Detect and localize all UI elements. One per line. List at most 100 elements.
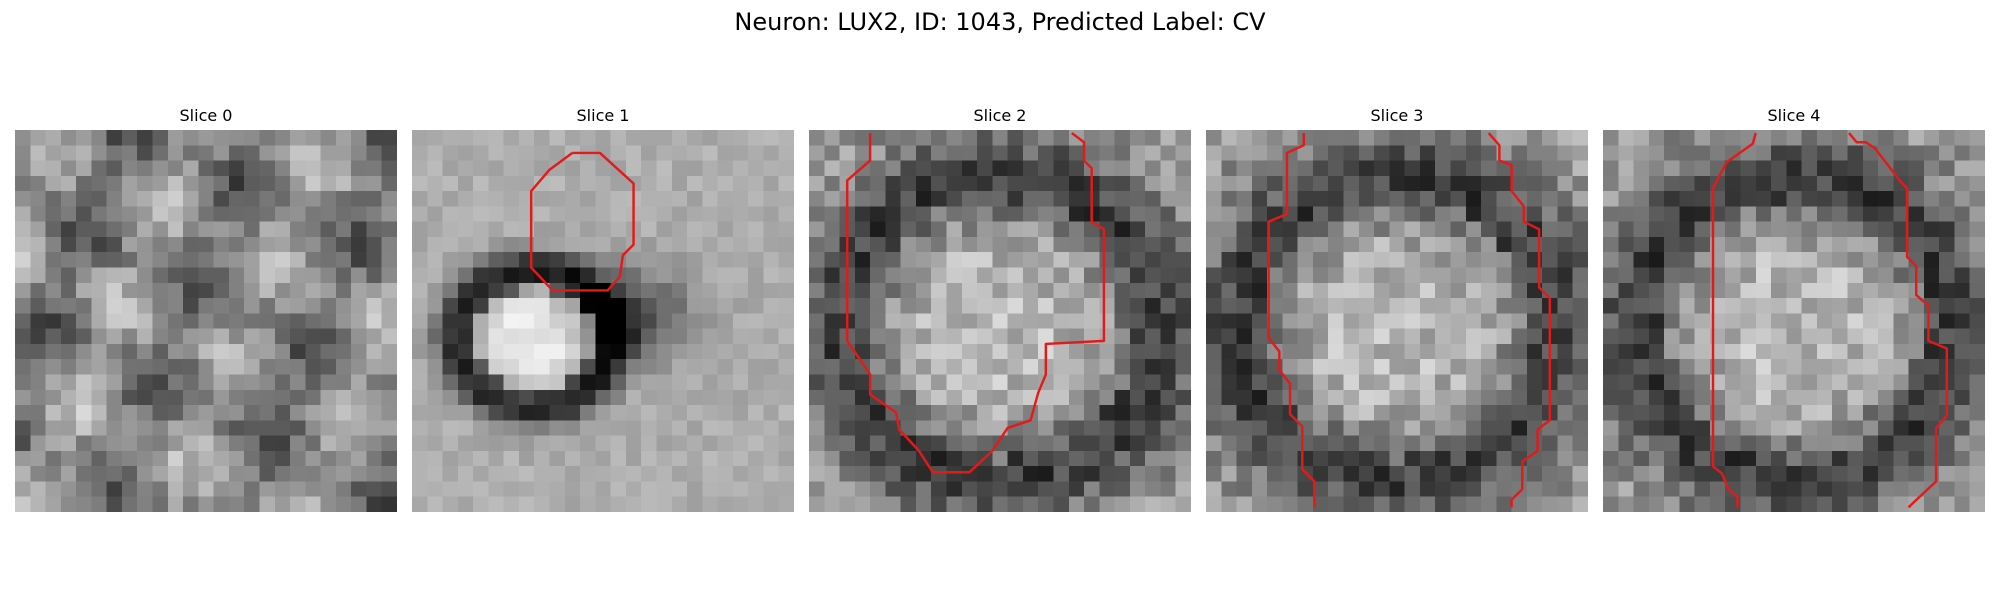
image-pixel <box>534 481 550 498</box>
image-pixel <box>580 267 596 284</box>
image-pixel <box>1022 420 1039 436</box>
image-pixel <box>1481 130 1497 146</box>
image-pixel <box>91 405 107 421</box>
image-pixel <box>488 236 504 253</box>
image-pixel <box>1847 374 1864 391</box>
image-pixel <box>687 420 703 436</box>
image-pixel <box>732 145 749 161</box>
image-pixel <box>30 175 46 192</box>
image-pixel <box>274 466 291 482</box>
image-pixel <box>946 206 963 222</box>
image-pixel <box>45 466 62 482</box>
image-pixel <box>1099 298 1115 314</box>
image-pixel <box>748 435 764 452</box>
image-pixel <box>1939 450 1955 467</box>
image-pixel <box>900 252 917 268</box>
image-pixel <box>915 496 932 512</box>
image-pixel <box>1160 389 1177 406</box>
image-pixel <box>1969 450 1985 467</box>
image-pixel <box>931 298 947 314</box>
image-pixel <box>1862 282 1879 299</box>
image-pixel <box>1542 496 1558 512</box>
image-pixel <box>91 328 107 345</box>
image-pixel <box>1022 175 1039 192</box>
image-pixel <box>1022 374 1039 391</box>
slice-image-1 <box>412 130 794 512</box>
image-pixel <box>137 130 153 146</box>
image-pixel <box>961 405 978 421</box>
image-pixel <box>442 221 459 238</box>
image-pixel <box>961 282 978 299</box>
image-pixel <box>1801 252 1818 268</box>
image-pixel <box>748 496 764 512</box>
image-pixel <box>1160 374 1177 391</box>
image-pixel <box>1572 313 1588 329</box>
image-pixel <box>1404 206 1421 222</box>
image-pixel <box>1465 481 1482 498</box>
image-pixel <box>1709 466 1726 482</box>
image-pixel <box>580 450 596 467</box>
image-pixel <box>1221 145 1237 161</box>
image-pixel <box>1603 298 1619 314</box>
image-pixel <box>915 481 932 498</box>
image-pixel <box>580 313 596 329</box>
image-pixel <box>1389 145 1405 161</box>
image-pixel <box>412 450 428 467</box>
image-pixel <box>1251 160 1268 177</box>
image-pixel <box>1282 435 1298 452</box>
image-pixel <box>580 252 596 268</box>
image-pixel <box>442 160 459 177</box>
image-pixel <box>1145 206 1161 222</box>
image-pixel <box>427 221 443 238</box>
image-pixel <box>1282 145 1298 161</box>
image-pixel <box>534 221 550 238</box>
image-pixel <box>1847 359 1864 375</box>
image-pixel <box>1847 343 1864 360</box>
image-pixel <box>778 130 794 146</box>
image-pixel <box>549 343 566 360</box>
image-pixel <box>641 435 657 452</box>
image-pixel <box>1832 374 1848 391</box>
image-pixel <box>1816 298 1833 314</box>
image-pixel <box>1542 236 1558 253</box>
image-pixel <box>1832 481 1848 498</box>
image-pixel <box>1878 435 1894 452</box>
image-pixel <box>977 313 993 329</box>
image-pixel <box>1312 206 1329 222</box>
image-pixel <box>442 466 459 482</box>
image-pixel <box>977 389 993 406</box>
image-pixel <box>824 236 840 253</box>
image-pixel <box>290 282 306 299</box>
image-pixel <box>1847 221 1864 238</box>
image-pixel <box>671 267 688 284</box>
image-pixel <box>1664 389 1680 406</box>
image-pixel <box>992 328 1008 345</box>
image-pixel <box>1771 191 1787 207</box>
image-pixel <box>183 435 199 452</box>
image-pixel <box>1068 252 1085 268</box>
image-pixel <box>457 389 474 406</box>
image-pixel <box>1908 405 1925 421</box>
image-pixel <box>1740 160 1757 177</box>
image-pixel <box>763 175 780 192</box>
image-pixel <box>1618 145 1634 161</box>
image-pixel <box>1221 359 1237 375</box>
image-pixel <box>1251 191 1268 207</box>
image-pixel <box>351 130 367 146</box>
image-pixel <box>1160 496 1177 512</box>
image-pixel <box>1633 160 1650 177</box>
image-pixel <box>1526 481 1543 498</box>
image-pixel <box>1969 252 1985 268</box>
image-pixel <box>1572 252 1588 268</box>
image-pixel <box>1969 420 1985 436</box>
image-pixel <box>259 328 276 345</box>
image-pixel <box>625 252 642 268</box>
image-pixel <box>1068 466 1085 482</box>
image-pixel <box>1129 466 1146 482</box>
image-pixel <box>1129 267 1146 284</box>
image-pixel <box>1450 221 1467 238</box>
image-pixel <box>854 343 871 360</box>
image-pixel <box>1175 267 1191 284</box>
image-pixel <box>1801 496 1818 512</box>
image-pixel <box>809 450 825 467</box>
